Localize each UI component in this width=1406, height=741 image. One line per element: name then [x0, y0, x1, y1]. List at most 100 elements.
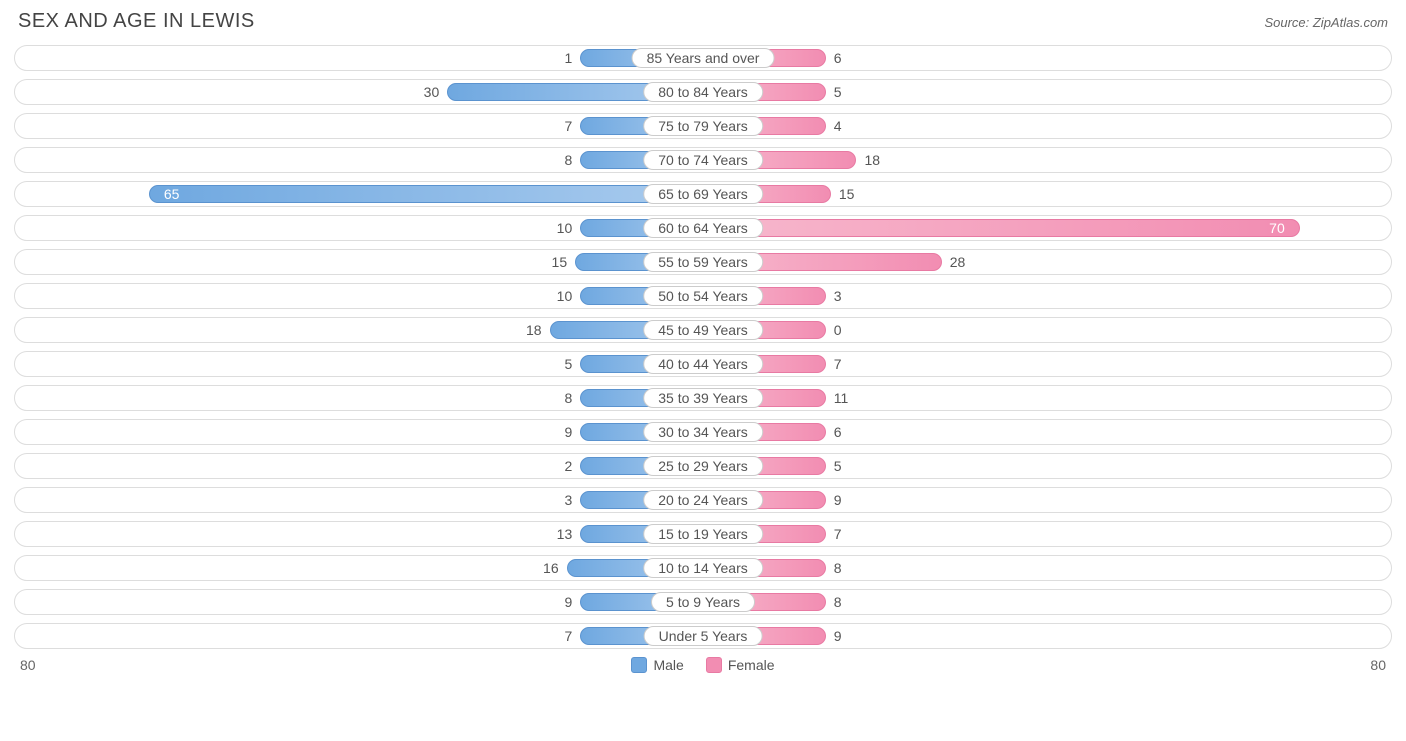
male-value: 30 — [416, 84, 448, 100]
female-half: 5 — [703, 457, 1385, 475]
female-half: 18 — [703, 151, 1385, 169]
female-half: 6 — [703, 49, 1385, 67]
male-value: 2 — [556, 458, 580, 474]
legend-male: Male — [631, 657, 683, 673]
female-value: 9 — [826, 492, 850, 508]
age-label: 25 to 29 Years — [643, 456, 763, 476]
female-half: 9 — [703, 491, 1385, 509]
female-half: 8 — [703, 593, 1385, 611]
female-half: 6 — [703, 423, 1385, 441]
female-value: 18 — [856, 152, 888, 168]
pyramid-row: 18 0 45 to 49 Years — [14, 317, 1392, 343]
female-half: 3 — [703, 287, 1385, 305]
female-half: 11 — [703, 389, 1385, 407]
female-value: 15 — [831, 186, 863, 202]
pyramid-row: 9 8 5 to 9 Years — [14, 589, 1392, 615]
female-value: 6 — [826, 50, 850, 66]
pyramid-row: 5 7 40 to 44 Years — [14, 351, 1392, 377]
male-value: 8 — [556, 152, 580, 168]
pyramid-row: 10 350 to 54 Years — [14, 283, 1392, 309]
age-label: 70 to 74 Years — [643, 150, 763, 170]
age-label: 45 to 49 Years — [643, 320, 763, 340]
male-half: 65 — [21, 185, 703, 203]
male-swatch-icon — [631, 657, 647, 673]
pyramid-row: 10 70 60 to 64 Years — [14, 215, 1392, 241]
male-value: 65 — [156, 186, 188, 202]
age-label: 80 to 84 Years — [643, 82, 763, 102]
female-value: 7 — [826, 356, 850, 372]
female-value: 0 — [826, 322, 850, 338]
female-half: 0 — [703, 321, 1385, 339]
age-label: Under 5 Years — [644, 626, 763, 646]
male-half: 13 — [21, 525, 703, 543]
male-half: 2 — [21, 457, 703, 475]
female-value: 28 — [942, 254, 974, 270]
female-half: 70 — [703, 219, 1385, 237]
pyramid-row: 9 6 30 to 34 Years — [14, 419, 1392, 445]
age-label: 5 to 9 Years — [651, 592, 755, 612]
male-value: 3 — [556, 492, 580, 508]
male-value: 10 — [549, 220, 581, 236]
female-half: 8 — [703, 559, 1385, 577]
male-half: 8 — [21, 151, 703, 169]
age-label: 65 to 69 Years — [643, 184, 763, 204]
male-value: 18 — [518, 322, 550, 338]
male-half: 9 — [21, 423, 703, 441]
age-label: 30 to 34 Years — [643, 422, 763, 442]
age-label: 85 Years and over — [632, 48, 775, 68]
female-value: 6 — [826, 424, 850, 440]
male-value: 13 — [549, 526, 581, 542]
age-label: 35 to 39 Years — [643, 388, 763, 408]
legend-female: Female — [706, 657, 775, 673]
male-half: 1 — [21, 49, 703, 67]
female-half: 9 — [703, 627, 1385, 645]
female-half: 15 — [703, 185, 1385, 203]
chart-title: SEX AND AGE IN LEWIS — [18, 10, 255, 33]
pyramid-row: 152855 to 59 Years — [14, 249, 1392, 275]
female-value: 7 — [826, 526, 850, 542]
female-half: 5 — [703, 83, 1385, 101]
female-swatch-icon — [706, 657, 722, 673]
female-half: 7 — [703, 525, 1385, 543]
female-value: 8 — [826, 594, 850, 610]
male-value: 1 — [556, 50, 580, 66]
pyramid-row: 7 475 to 79 Years — [14, 113, 1392, 139]
age-label: 50 to 54 Years — [643, 286, 763, 306]
pyramid-row: 81135 to 39 Years — [14, 385, 1392, 411]
axis-left-max: 80 — [20, 657, 36, 673]
male-value: 9 — [556, 424, 580, 440]
female-value: 70 — [1261, 220, 1293, 236]
female-value: 9 — [826, 628, 850, 644]
male-half: 10 — [21, 287, 703, 305]
age-label: 15 to 19 Years — [643, 524, 763, 544]
pyramid-row: 3920 to 24 Years — [14, 487, 1392, 513]
male-value: 10 — [549, 288, 581, 304]
pyramid-row: 30 580 to 84 Years — [14, 79, 1392, 105]
male-half: 15 — [21, 253, 703, 271]
pyramid-row: 2 525 to 29 Years — [14, 453, 1392, 479]
female-half: 7 — [703, 355, 1385, 373]
male-half: 10 — [21, 219, 703, 237]
male-half: 9 — [21, 593, 703, 611]
legend-female-label: Female — [728, 657, 775, 673]
male-half: 16 — [21, 559, 703, 577]
male-bar: 65 — [149, 185, 703, 203]
age-label: 10 to 14 Years — [643, 558, 763, 578]
age-label: 60 to 64 Years — [643, 218, 763, 238]
pyramid-row: 8 18 70 to 74 Years — [14, 147, 1392, 173]
pyramid-row: 65 15 65 to 69 Years — [14, 181, 1392, 207]
female-half: 4 — [703, 117, 1385, 135]
legend: Male Female — [631, 657, 774, 673]
male-half: 18 — [21, 321, 703, 339]
male-value: 9 — [556, 594, 580, 610]
male-half: 7 — [21, 117, 703, 135]
male-value: 7 — [556, 118, 580, 134]
chart-source: Source: ZipAtlas.com — [1264, 15, 1388, 30]
age-label: 75 to 79 Years — [643, 116, 763, 136]
chart-footer: 80 Male Female 80 — [14, 657, 1392, 673]
male-value: 7 — [556, 628, 580, 644]
pyramid-row: 1 6 85 Years and over — [14, 45, 1392, 71]
age-label: 40 to 44 Years — [643, 354, 763, 374]
male-value: 5 — [556, 356, 580, 372]
male-half: 8 — [21, 389, 703, 407]
